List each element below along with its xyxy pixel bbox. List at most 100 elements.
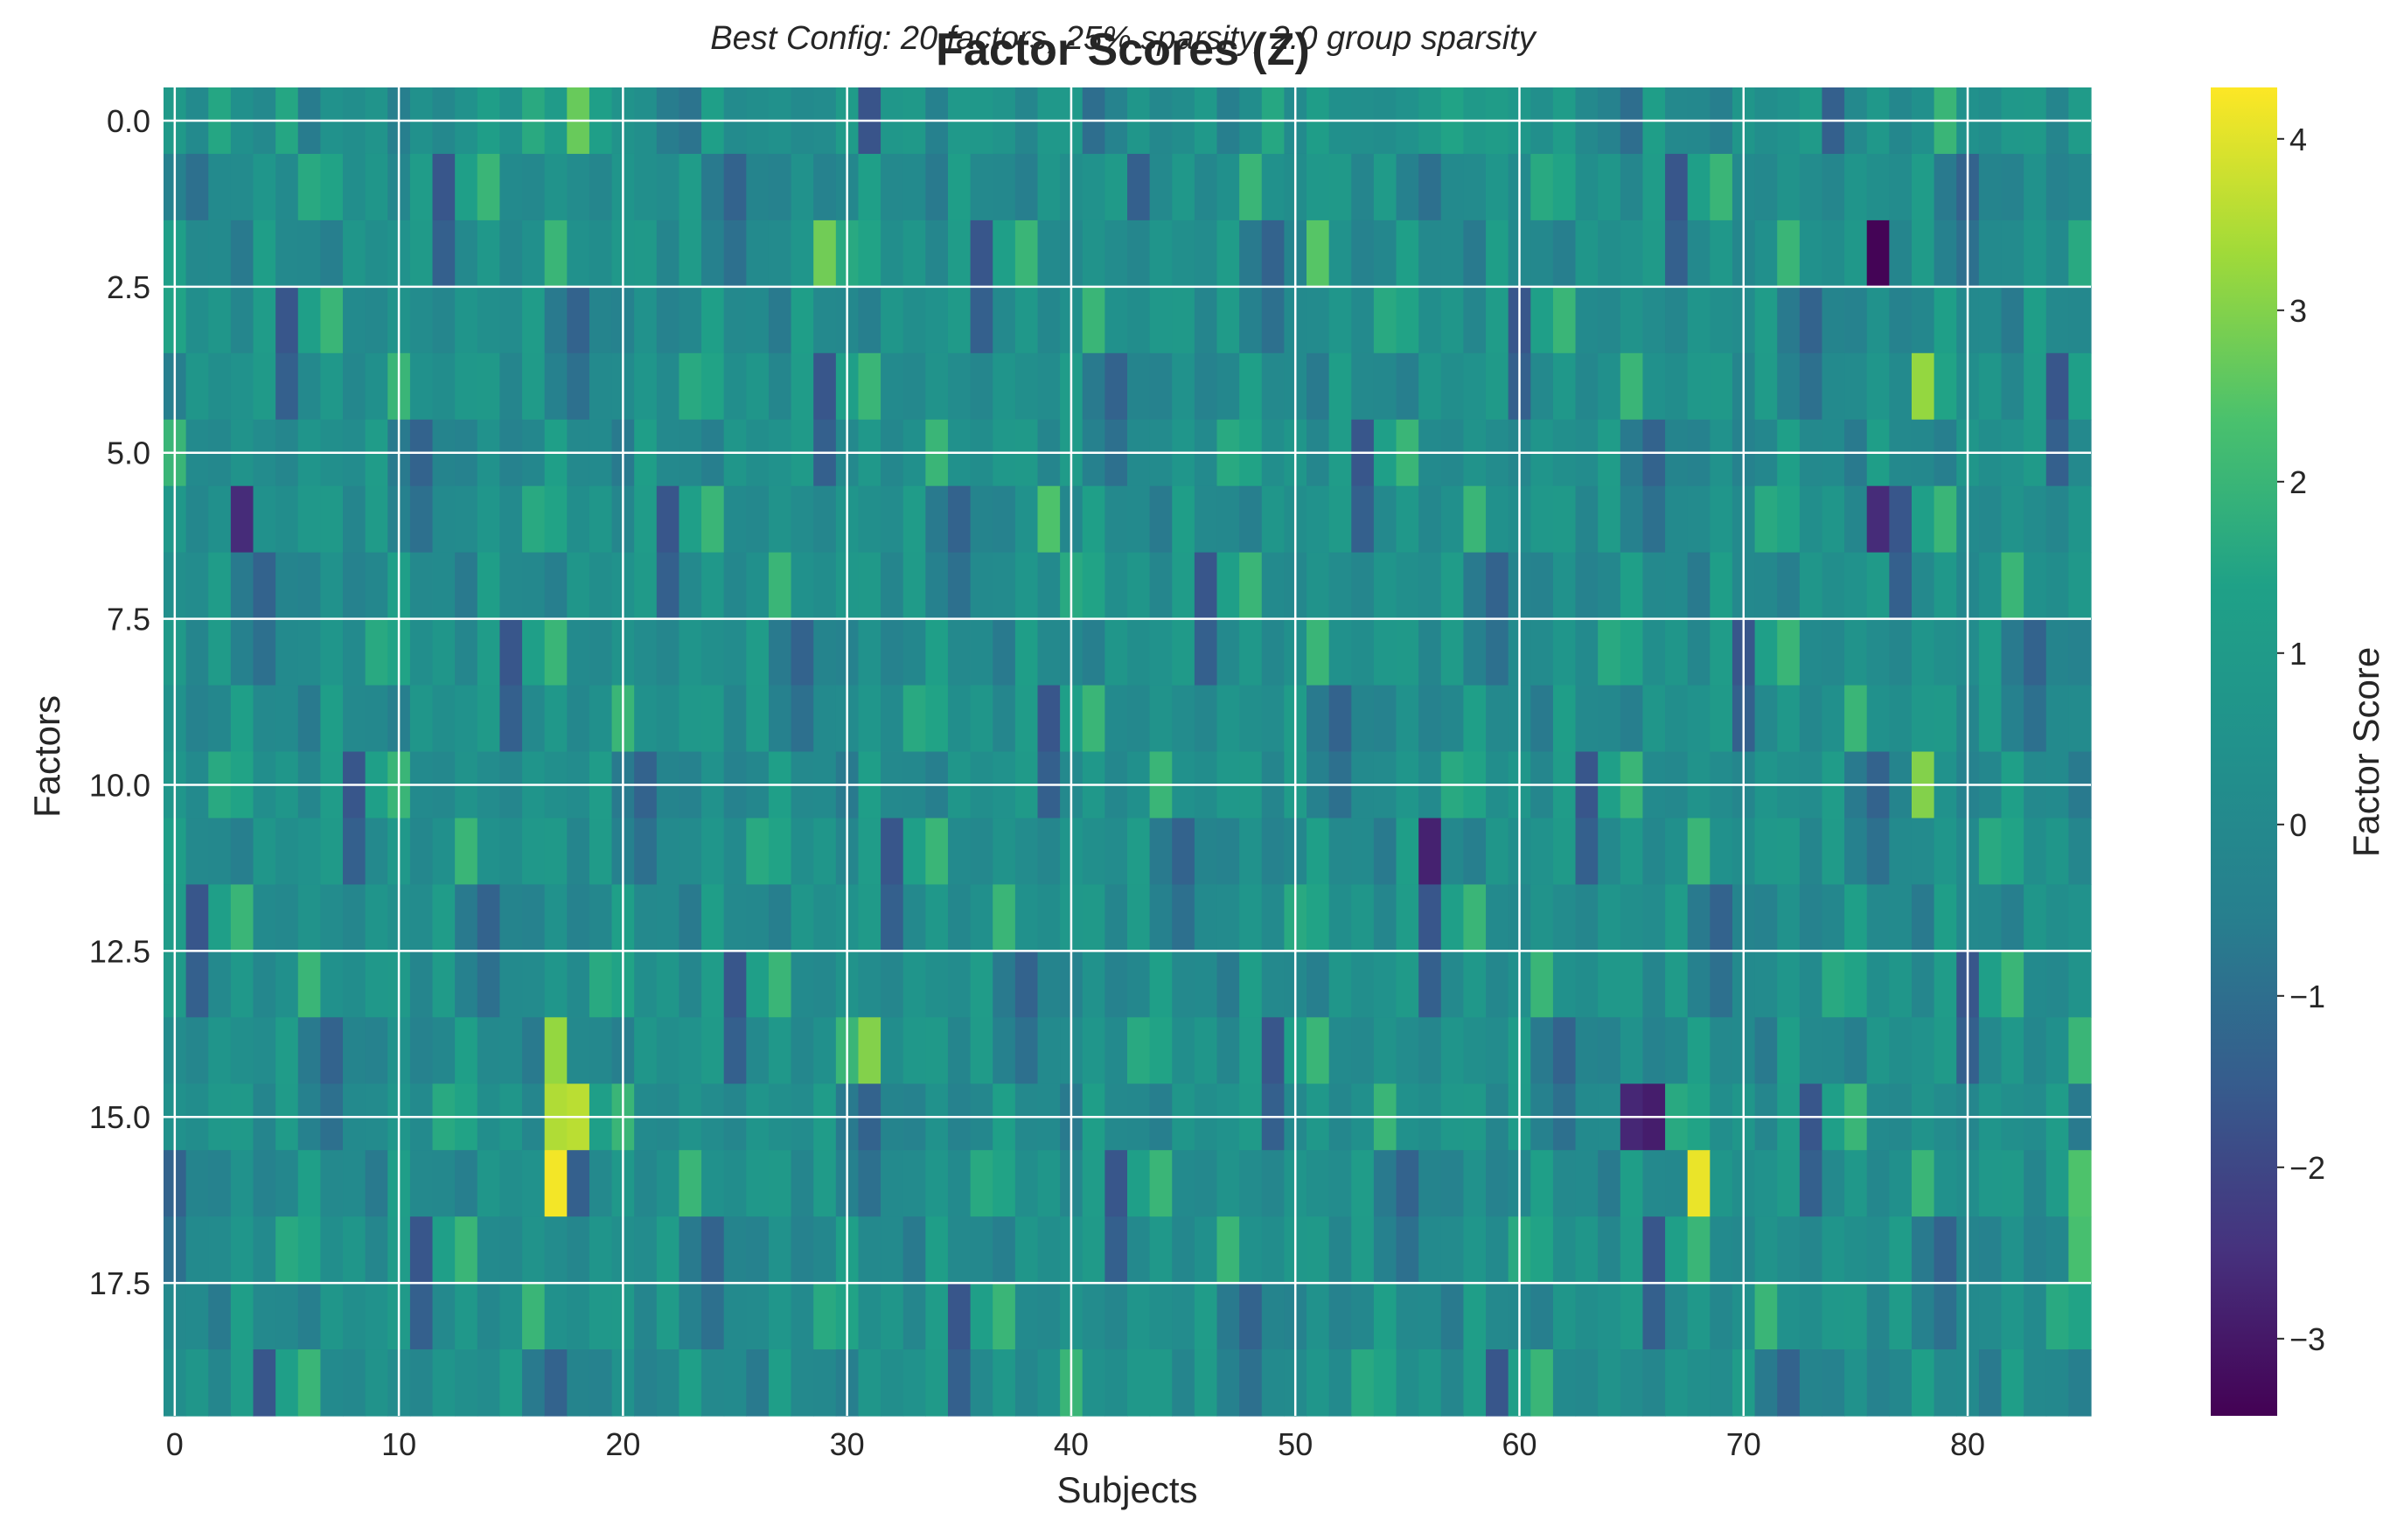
heatmap-cell	[544, 220, 568, 288]
heatmap-cell	[544, 552, 568, 620]
heatmap-cell	[1620, 1150, 1644, 1217]
heatmap-cell	[1440, 951, 1465, 1018]
heatmap-cell	[1328, 352, 1352, 421]
heatmap-cell	[1575, 1216, 1599, 1284]
heatmap-cell	[1440, 1216, 1465, 1284]
heatmap-cell	[701, 685, 725, 753]
heatmap-cell	[2045, 884, 2069, 951]
heatmap-cell	[881, 1349, 904, 1417]
heatmap-cell	[1822, 352, 1845, 421]
heatmap-cell	[1552, 153, 1577, 221]
heatmap-cell	[1463, 485, 1487, 554]
heatmap-cell	[1307, 951, 1330, 1018]
heatmap-cell	[679, 1216, 702, 1284]
heatmap-cell	[656, 552, 680, 620]
heatmap-cell	[1866, 818, 1890, 885]
heatmap-cell	[1149, 1216, 1173, 1284]
heatmap-cell	[477, 286, 501, 354]
heatmap-cell	[1978, 1017, 2003, 1084]
heatmap-cell	[1754, 1017, 1778, 1084]
heatmap-cell	[1799, 685, 1823, 753]
heatmap-cell	[1710, 485, 1733, 554]
heatmap-cell	[1440, 884, 1465, 951]
heatmap-cell	[1530, 352, 1554, 421]
heatmap-cell	[1082, 352, 1105, 421]
heatmap-cell	[1978, 485, 2003, 554]
heatmap-cell	[1396, 618, 1419, 686]
heatmap-cell	[902, 1216, 926, 1284]
colorbar-gradient	[2211, 87, 2277, 1416]
heatmap-cell	[1598, 1349, 1621, 1417]
heatmap-cell	[522, 618, 546, 686]
heatmap-cell	[320, 485, 344, 554]
heatmap-cell	[544, 685, 568, 753]
heatmap-cell	[791, 485, 814, 554]
heatmap-cell	[1642, 153, 1666, 221]
heatmap-cell	[993, 1017, 1016, 1084]
heatmap-cell	[320, 1283, 344, 1350]
heatmap-cell	[1486, 1283, 1509, 1350]
heatmap-cell	[813, 286, 837, 354]
heatmap-cell	[2024, 1017, 2047, 1084]
heatmap-cell	[297, 818, 321, 885]
heatmap-cell	[813, 1283, 837, 1350]
heatmap-cell	[1978, 884, 2003, 951]
heatmap-cell	[993, 884, 1016, 951]
heatmap-cell	[1822, 818, 1845, 885]
heatmap-cell	[746, 818, 770, 885]
heatmap-cell	[1149, 352, 1173, 421]
heatmap-cell	[679, 352, 702, 421]
heatmap-cell	[1463, 951, 1487, 1018]
heatmap-cell	[1978, 685, 2003, 753]
heatmap-cell	[1149, 1017, 1173, 1084]
heatmap-cell	[2045, 951, 2069, 1018]
heatmap-cell	[1127, 220, 1151, 288]
heatmap-cell	[1486, 1349, 1509, 1417]
colorbar-tick-label: 3	[2289, 293, 2307, 329]
heatmap-cell	[1239, 552, 1263, 620]
heatmap-cell	[297, 1150, 321, 1217]
heatmap-cell	[365, 220, 388, 288]
heatmap-cell	[1486, 220, 1509, 288]
heatmap-cell	[1104, 818, 1128, 885]
heatmap-cell	[432, 153, 456, 221]
heatmap-cell	[1866, 485, 1890, 554]
heatmap-cell	[1239, 818, 1263, 885]
heatmap-cell	[522, 1283, 546, 1350]
heatmap-cell	[902, 485, 926, 554]
heatmap-cell	[1866, 1349, 1890, 1417]
heatmap-cell	[499, 618, 523, 686]
x-tick-label: 0	[166, 1426, 184, 1462]
heatmap-cell	[634, 618, 658, 686]
heatmap-cell	[1261, 220, 1285, 288]
heatmap-cell	[1777, 1216, 1801, 1284]
heatmap-cell	[1351, 818, 1375, 885]
heatmap-cell	[1440, 1349, 1465, 1417]
heatmap-cell	[2001, 1349, 2024, 1417]
heatmap-cell	[455, 1349, 478, 1417]
heatmap-cell	[1754, 1216, 1778, 1284]
heatmap-cell	[701, 951, 725, 1018]
heatmap-cell	[947, 685, 972, 753]
heatmap-cell	[253, 286, 276, 354]
heatmap-cell	[320, 951, 344, 1018]
heatmap-cell	[567, 552, 590, 620]
heatmap-cell	[2045, 485, 2069, 554]
heatmap-cell	[1687, 552, 1711, 620]
heatmap-cell	[343, 220, 366, 288]
heatmap-cell	[1665, 818, 1689, 885]
heatmap-cell	[365, 618, 388, 686]
heatmap-cell	[1194, 352, 1218, 421]
heatmap-cell	[1620, 818, 1644, 885]
heatmap-cell	[185, 153, 209, 221]
heatmap-cell	[1866, 352, 1890, 421]
heatmap-cell	[409, 153, 434, 221]
heatmap-cell	[1194, 485, 1218, 554]
heatmap-cell	[1642, 1017, 1666, 1084]
heatmap-cell	[1239, 1283, 1263, 1350]
colorbar-tick-label: 0	[2289, 807, 2307, 843]
heatmap-cell	[1799, 352, 1823, 421]
heatmap-cell	[365, 1017, 388, 1084]
heatmap-cell	[1014, 286, 1039, 354]
heatmap-cell	[477, 552, 501, 620]
